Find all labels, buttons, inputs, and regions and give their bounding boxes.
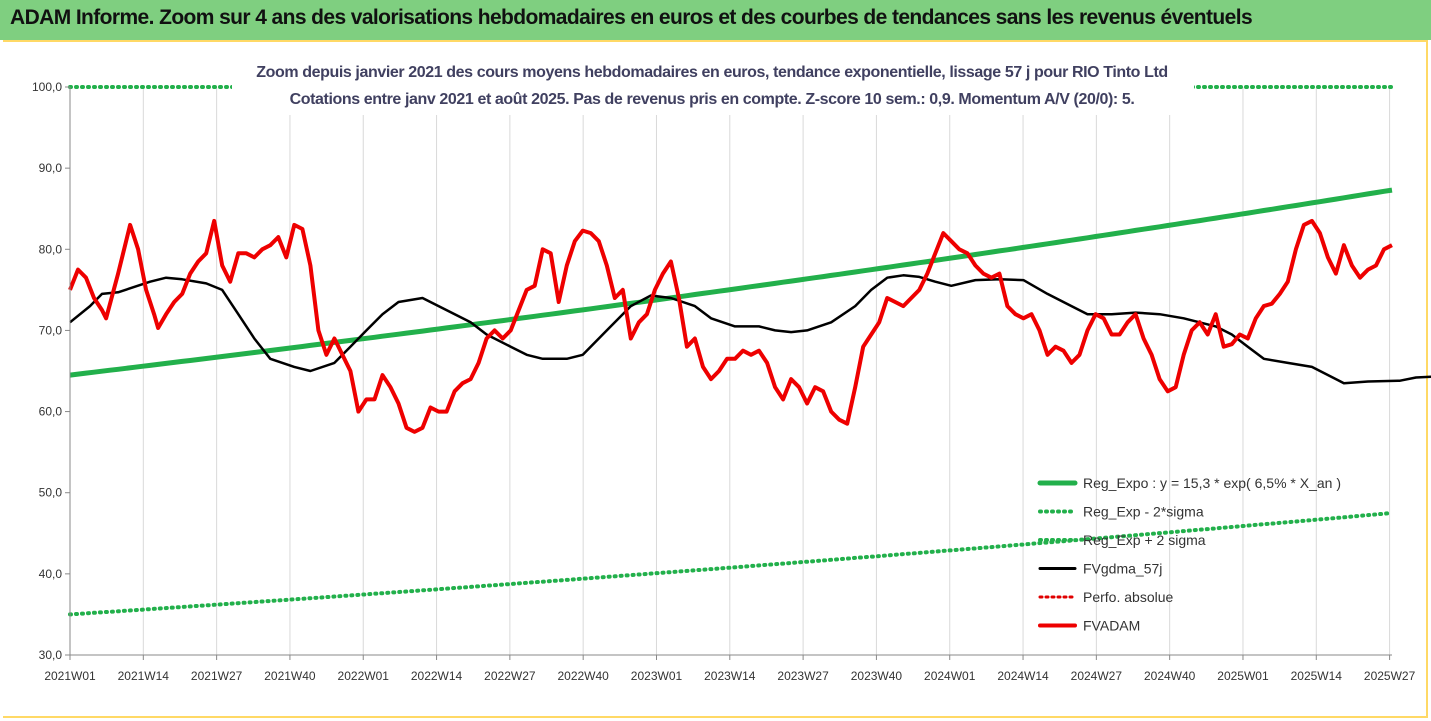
x-tick-label: 2023W40 (851, 669, 903, 683)
series-reg-expo (69, 187, 1393, 378)
series-fvgdma (69, 274, 1431, 385)
chart-title: Zoom depuis janvier 2021 des cours moyen… (256, 64, 1168, 81)
y-tick-label: 40,0 (39, 567, 63, 581)
y-tick-label: 60,0 (39, 405, 63, 419)
x-tick-label: 2022W27 (484, 669, 536, 683)
x-tick-label: 2021W40 (264, 669, 316, 683)
x-tick-label: 2023W27 (777, 669, 829, 683)
x-tick-label: 2023W14 (704, 669, 756, 683)
legend-label-reg_expo: Reg_Expo : y = 15,3 * exp( 6,5% * X_an ) (1083, 475, 1341, 491)
chart-legend: Reg_Expo : y = 15,3 * exp( 6,5% * X_an )… (1037, 475, 1341, 634)
legend-label-reg_minus: Reg_Exp - 2*sigma (1083, 504, 1204, 520)
x-tick-label: 2021W14 (118, 669, 170, 683)
x-tick-label: 2024W27 (1071, 669, 1123, 683)
x-tick-label: 2022W01 (338, 669, 390, 683)
legend-label-fvgdma: FVgdma_57j (1083, 561, 1162, 577)
x-tick-label: 2025W01 (1217, 669, 1269, 683)
x-tick-label: 2025W14 (1291, 669, 1343, 683)
chart-series (68, 55, 1431, 617)
y-tick-label: 80,0 (39, 242, 63, 256)
x-tick-label: 2024W14 (997, 669, 1049, 683)
legend-label-perfo: Perfo. absolue (1083, 589, 1173, 605)
report-banner: ADAM Informe. Zoom sur 4 ans des valoris… (0, 0, 1431, 40)
x-tick-label: 2021W01 (44, 669, 96, 683)
x-tick-label: 2025W27 (1364, 669, 1416, 683)
y-tick-label: 100,0 (32, 80, 62, 94)
chart-subtitle: Cotations entre janv 2021 et août 2025. … (290, 91, 1135, 108)
x-tick-label: 2022W14 (411, 669, 463, 683)
report-title: ADAM Informe. Zoom sur 4 ans des valoris… (10, 6, 1253, 29)
title-background (232, 55, 1194, 115)
y-tick-label: 50,0 (39, 486, 63, 500)
y-tick-label: 90,0 (39, 161, 63, 175)
x-tick-label: 2024W40 (1144, 669, 1196, 683)
series-fvadam (68, 218, 1393, 434)
x-tick-label: 2023W01 (631, 669, 683, 683)
series-reg-minus-2sigma (68, 511, 1394, 617)
chart-grid (69, 87, 1391, 655)
y-tick-label: 30,0 (39, 648, 63, 662)
legend-label-reg_plus: Reg_Exp + 2 sigma (1083, 532, 1206, 548)
chart-axes: 2021W01 2021W14 2021W27 2021W40 2022W01 2022W… (32, 80, 1416, 683)
x-tick-label: 2024W01 (924, 669, 976, 683)
y-tick-label: 70,0 (39, 323, 63, 337)
x-tick-label: 2021W27 (191, 669, 243, 683)
legend-label-fvadam: FVADAM (1083, 618, 1140, 634)
chart-frame (3, 40, 1428, 718)
x-tick-label: 2022W40 (557, 669, 609, 683)
